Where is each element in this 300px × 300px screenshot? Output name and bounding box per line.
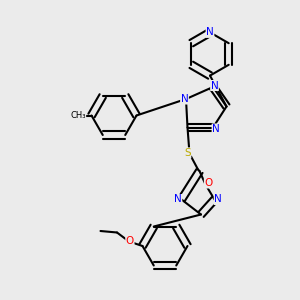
Text: N: N: [212, 124, 220, 134]
Text: N: N: [211, 80, 218, 91]
Text: O: O: [126, 236, 134, 246]
Text: S: S: [184, 148, 191, 158]
Text: CH₃: CH₃: [70, 111, 86, 120]
Text: N: N: [181, 94, 188, 104]
Text: O: O: [204, 178, 213, 188]
Text: N: N: [206, 27, 214, 38]
Text: N: N: [214, 194, 222, 205]
Text: N: N: [174, 194, 182, 205]
